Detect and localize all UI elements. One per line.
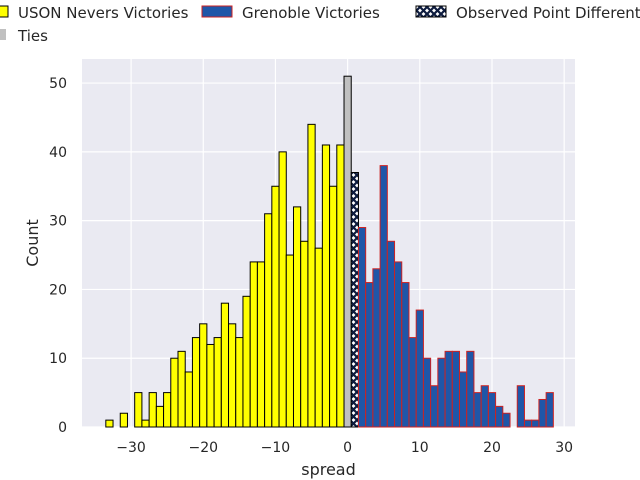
bar-grenoble-victories bbox=[365, 282, 374, 428]
bar-grenoble-victories bbox=[487, 392, 497, 428]
bar-uson-nevers-victories bbox=[285, 254, 294, 428]
bar-grenoble-victories bbox=[531, 419, 540, 428]
bar-uson-nevers-victories bbox=[336, 144, 345, 428]
bar-grenoble-victories bbox=[480, 385, 489, 428]
y-tick-label: 20 bbox=[49, 282, 67, 298]
legend-swatch-observed-point-differential bbox=[415, 5, 447, 18]
bar-grenoble-victories bbox=[466, 350, 475, 428]
bar-uson-nevers-victories bbox=[242, 295, 251, 428]
bar-uson-nevers-victories bbox=[235, 337, 244, 428]
bar-uson-nevers-victories bbox=[191, 337, 201, 428]
bar-uson-nevers-victories bbox=[307, 123, 316, 428]
y-tick-label: 40 bbox=[49, 145, 67, 161]
y-axis-label: Count bbox=[23, 219, 42, 267]
x-tick-label: 20 bbox=[483, 440, 501, 456]
bar-grenoble-victories bbox=[538, 398, 547, 428]
x-tick-label: 30 bbox=[555, 440, 573, 456]
bar-uson-nevers-victories bbox=[329, 185, 338, 428]
x-tick-label: 0 bbox=[343, 440, 352, 456]
bar-grenoble-victories bbox=[451, 350, 461, 428]
bar-uson-nevers-victories bbox=[105, 419, 114, 428]
x-tick-label: −10 bbox=[261, 440, 291, 456]
bar-uson-nevers-victories bbox=[155, 405, 165, 428]
bar-uson-nevers-victories bbox=[213, 337, 222, 428]
y-tick-label: 10 bbox=[49, 351, 67, 367]
legend-label-ties: Ties bbox=[17, 27, 48, 45]
bar-uson-nevers-victories bbox=[321, 144, 331, 428]
bar-grenoble-victories bbox=[523, 419, 533, 428]
bar-grenoble-victories bbox=[516, 385, 525, 428]
bar-uson-nevers-victories bbox=[264, 213, 273, 428]
bar-uson-nevers-victories bbox=[220, 302, 230, 428]
bar-uson-nevers-victories bbox=[148, 392, 157, 428]
bar-uson-nevers-victories bbox=[134, 392, 143, 428]
legend-swatch-grenoble-victories bbox=[201, 5, 233, 18]
bar-grenoble-victories bbox=[415, 309, 424, 428]
x-tick-labels: −30 −20 −10 0 10 20 30 bbox=[116, 440, 573, 456]
bar-uson-nevers-victories bbox=[278, 151, 287, 428]
y-tick-label: 30 bbox=[49, 214, 67, 230]
y-tick-labels: 0 10 20 30 40 50 bbox=[49, 76, 67, 436]
bar-grenoble-victories bbox=[502, 412, 511, 428]
bar-uson-nevers-victories bbox=[292, 206, 302, 428]
x-tick-label: 10 bbox=[411, 440, 429, 456]
bar-uson-nevers-victories bbox=[206, 343, 215, 428]
x-axis-label: spread bbox=[301, 460, 356, 479]
x-tick-label: −30 bbox=[116, 440, 146, 456]
bar-grenoble-victories bbox=[437, 357, 446, 428]
bar-uson-nevers-victories bbox=[271, 185, 280, 428]
bar-uson-nevers-victories bbox=[256, 261, 266, 428]
bars bbox=[105, 75, 554, 428]
bar-grenoble-victories bbox=[394, 261, 403, 428]
legend-swatch-uson-nevers-victories bbox=[0, 5, 9, 18]
bar-grenoble-victories bbox=[459, 371, 468, 428]
bar-uson-nevers-victories bbox=[184, 371, 193, 428]
bar-uson-nevers-victories bbox=[177, 350, 186, 428]
legend-swatch-ties bbox=[0, 29, 6, 40]
legend-label-observed-point-differential: Observed Point Differential bbox=[456, 4, 640, 22]
bar-grenoble-victories bbox=[545, 392, 554, 428]
legend: USON Nevers Victories Grenoble Victories O… bbox=[0, 4, 640, 45]
x-tick-label: −20 bbox=[188, 440, 218, 456]
bar-uson-nevers-victories bbox=[314, 247, 323, 428]
y-tick-label: 50 bbox=[49, 76, 67, 92]
bar-grenoble-victories bbox=[357, 227, 367, 428]
bar-grenoble-victories bbox=[473, 392, 482, 428]
bar-ties bbox=[343, 75, 352, 428]
bar-uson-nevers-victories bbox=[163, 392, 172, 428]
bar-uson-nevers-victories bbox=[249, 261, 258, 428]
bar-grenoble-victories bbox=[444, 350, 453, 428]
bar-uson-nevers-victories bbox=[141, 419, 150, 428]
bar-grenoble-victories bbox=[422, 357, 432, 428]
bar-uson-nevers-victories bbox=[228, 323, 237, 428]
bar-grenoble-victories bbox=[408, 337, 417, 428]
bar-grenoble-victories bbox=[386, 240, 396, 428]
bar-uson-nevers-victories bbox=[170, 357, 179, 428]
bar-grenoble-victories bbox=[430, 385, 439, 428]
bar-observed-point-differential bbox=[350, 171, 359, 428]
bar-uson-nevers-victories bbox=[300, 240, 309, 428]
bar-grenoble-victories bbox=[495, 405, 504, 428]
bar-uson-nevers-victories bbox=[119, 412, 128, 428]
y-tick-label: 0 bbox=[58, 420, 67, 436]
legend-label-grenoble-victories: Grenoble Victories bbox=[242, 4, 380, 22]
bar-grenoble-victories bbox=[401, 282, 410, 428]
bar-uson-nevers-victories bbox=[199, 323, 208, 428]
bar-grenoble-victories bbox=[372, 268, 381, 428]
legend-label-uson-nevers-victories: USON Nevers Victories bbox=[18, 4, 189, 22]
bar-grenoble-victories bbox=[379, 165, 388, 428]
